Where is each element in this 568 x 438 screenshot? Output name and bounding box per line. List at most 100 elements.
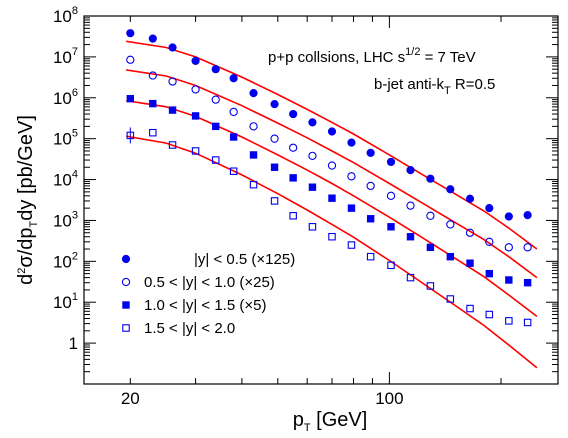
data-point-series-4 [328,232,336,241]
data-point-series-2 [211,95,220,104]
data-point-series-2 [191,85,200,94]
data-point-series-3 [126,94,135,103]
x-axis: 20 100 [121,16,502,408]
data-point-series-3 [446,252,455,261]
data-point-series-4 [270,197,279,205]
data-point-series-3 [229,133,238,141]
data-point-series-4 [426,282,435,290]
data-point-series-3 [249,151,258,159]
data-point-series-2 [347,172,356,181]
data-point-series-1 [191,56,200,65]
data-point-series-4 [249,180,258,189]
data-point-series-3 [289,174,297,182]
x-tick-label: 100 [375,389,403,408]
anno-1-end: = 7 TeV [420,49,475,66]
y-tick-exponent: 6 [72,87,78,99]
data-point-series-3 [466,259,474,267]
y-tick-exponent: 3 [72,209,78,221]
y-tick-exponent: 7 [72,46,78,58]
data-point-series-4 [211,156,220,164]
y-tick-base: 10 [53,130,72,149]
y-tick-label: 108 [53,5,78,26]
anno-1-sup: 1/2 [405,46,420,58]
data-point-series-2 [270,134,279,143]
fit-curve-series-1 [126,40,538,250]
data-point-series-4 [149,128,157,137]
data-point-series-4 [289,212,297,220]
y-tick-exponent: 2 [72,250,78,262]
data-point-series-1 [406,166,415,175]
data-point-series-1 [289,109,298,119]
data-point-series-4 [168,141,177,149]
x-axis-label: pT [GeV] [293,409,368,434]
y-tick-base: 1 [69,334,78,353]
annotation-collisions: p+p collsions, LHC s1/2 = 7 TeV [268,46,476,66]
x-tick-label: 20 [121,389,140,408]
x-axis-label-units: [GeV] [311,409,368,431]
data-point-series-4 [229,167,238,175]
data-point-series-2 [168,77,177,86]
y-axis-label-sup: 2 [16,268,28,274]
y-tick-base: 10 [53,171,72,190]
data-point-series-2 [485,237,494,246]
data-point-series-4 [308,223,317,231]
data-point-series-4 [446,295,455,303]
data-point-series-1 [426,174,435,183]
y-tick-base: 10 [53,293,72,312]
data-point-series-2 [406,201,415,210]
data-point-series-1 [465,194,475,203]
data-point-series-2 [366,181,375,191]
data-point-series-1 [504,212,513,221]
x-axis-label-subscript: T [304,422,311,434]
legend-marker-series-2 [121,277,131,287]
plot-frame [83,15,559,385]
data-point-series-1 [327,127,337,136]
y-axis-label-sub: T [28,220,40,227]
data-point-series-3 [308,183,317,191]
data-point-series-4 [485,310,494,319]
data-point-series-4 [191,147,200,155]
data-point-series-3 [505,276,513,284]
data-point-series-3 [212,122,220,131]
data-point-series-2 [327,161,337,170]
data-point-series-3 [149,99,157,108]
plot-area [83,15,559,385]
data-point-series-2 [126,55,135,64]
legend-label-series-4: 1.5 < |y| < 2.0 [144,320,235,337]
data-point-series-2 [148,71,157,80]
data-point-series-4 [406,273,415,282]
data-point-series-2 [289,143,298,152]
y-tick-base: 10 [53,48,72,67]
data-point-series-1 [366,148,375,157]
y-axis-label: d2σ/dpTdy [pb/GeV] [15,115,40,285]
y-tick-label: 101 [53,291,78,312]
data-point-series-1 [126,29,135,38]
legend-marker-series-1 [121,254,131,264]
data-point-series-1 [347,138,356,147]
legend-marker-series-3 [122,301,130,309]
y-tick-exponent: 5 [72,128,78,140]
data-point-series-2 [308,151,317,160]
anno-1-main: p+p collsions, LHC s [268,49,405,66]
y-tick-base: 10 [53,89,72,108]
data-point-series-1 [211,65,220,74]
data-point-series-3 [485,269,494,278]
data-point-series-2 [249,122,258,131]
data-point-series-1 [386,157,396,167]
data-point-series-3 [426,243,435,252]
data-point-series-3 [328,194,336,202]
y-tick-exponent: 4 [72,169,78,181]
data-point-series-3 [168,106,177,114]
legend-marker-series-4 [122,324,130,332]
data-point-series-3 [523,279,532,287]
data-point-series-2 [229,107,238,117]
data-point-series-1 [148,34,157,43]
data-point-series-4 [523,318,532,327]
y-axis-label-end: dy [pb/GeV] [15,115,37,221]
fit-curve-series-4 [126,135,538,369]
fit-curve-series-3 [126,99,538,318]
y-tick-base: 10 [53,252,72,271]
data-point-series-1 [523,211,532,220]
data-point-series-4 [387,261,395,270]
